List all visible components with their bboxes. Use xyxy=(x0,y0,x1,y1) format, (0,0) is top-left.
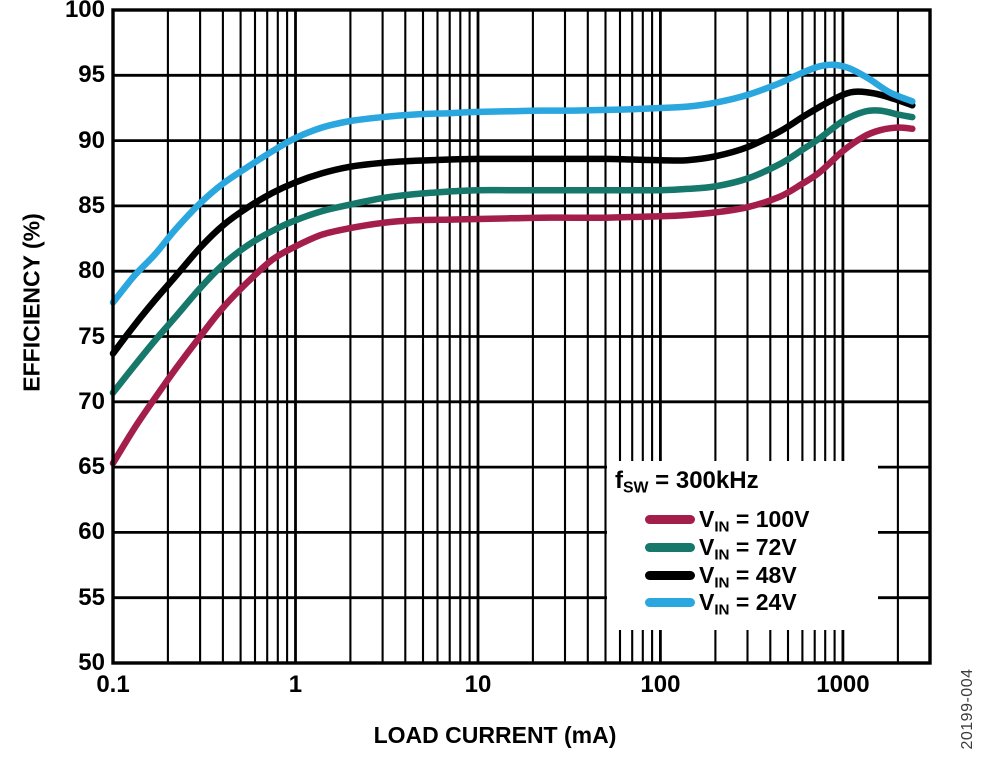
x-tick-label: 1000 xyxy=(816,671,870,698)
x-tick-label: 1 xyxy=(288,671,303,698)
legend-label-value: = 48V xyxy=(729,562,797,588)
legend-label-subscript: IN xyxy=(714,574,730,592)
y-tick-label: 85 xyxy=(78,191,105,219)
y-tick-label: 95 xyxy=(78,61,105,89)
series-vin-48v xyxy=(109,88,916,357)
legend-swatch-vin-24v xyxy=(645,598,695,607)
x-tick-label: 10 xyxy=(464,671,492,698)
figure-code: 20199-004 xyxy=(959,668,976,750)
y-tick-label: 90 xyxy=(78,126,105,154)
legend-label-symbol: V xyxy=(699,562,715,588)
legend-title-subscript: SW xyxy=(623,479,649,497)
legend-label-value: = 24V xyxy=(729,589,797,615)
y-tick-label: 75 xyxy=(78,322,105,350)
x-axis-title: LOAD CURRENT (mA) xyxy=(373,722,617,748)
legend-label-subscript: IN xyxy=(714,601,730,619)
legend-item-vin-72v: VIN = 72V xyxy=(607,533,878,563)
x-tick-label: 0.1 xyxy=(96,671,130,698)
y-axis-title: EFFICIENCY (%) xyxy=(18,213,45,392)
y-tick-label: 70 xyxy=(78,387,105,415)
legend-label-symbol: V xyxy=(699,506,715,532)
legend-label-vin-100v: VIN = 100V xyxy=(699,505,809,541)
legend-swatch-vin-48v xyxy=(645,571,695,580)
legend-item-vin-100v: VIN = 100V xyxy=(607,505,878,535)
legend-label-symbol: V xyxy=(699,589,715,615)
y-tick-label: 100 xyxy=(64,0,105,23)
legend-title-value: = 300kHz xyxy=(648,467,759,494)
y-tick-label: 50 xyxy=(78,649,105,676)
legend-label-vin-24v: VIN = 24V xyxy=(699,588,797,624)
legend-label-vin-48v: VIN = 48V xyxy=(699,561,797,597)
legend-title: fSW = 300kHz xyxy=(615,467,759,497)
legend: fSW = 300kHz VIN = 100V VIN = 72V VIN = … xyxy=(607,461,878,630)
legend-swatch-vin-72v xyxy=(645,543,695,552)
legend-label-symbol: V xyxy=(699,534,715,560)
series-vin-24v xyxy=(109,61,916,306)
y-tick-label: 80 xyxy=(78,257,105,285)
legend-title-symbol: f xyxy=(615,467,623,494)
y-tick-label: 65 xyxy=(78,453,105,481)
series-vin-72v xyxy=(109,107,916,396)
x-tick-label: 100 xyxy=(640,671,681,698)
legend-label-value: = 72V xyxy=(729,534,797,560)
y-tick-label: 55 xyxy=(78,583,105,611)
legend-item-vin-48v: VIN = 48V xyxy=(607,561,878,591)
legend-label-vin-72v: VIN = 72V xyxy=(699,533,797,569)
legend-label-subscript: IN xyxy=(714,546,730,564)
legend-label-value: = 100V xyxy=(729,506,810,532)
legend-swatch-vin-100v xyxy=(645,515,695,524)
series-vin-100v xyxy=(109,124,916,467)
legend-label-subscript: IN xyxy=(714,518,730,536)
y-tick-label: 60 xyxy=(78,518,105,546)
legend-item-vin-24v: VIN = 24V xyxy=(607,588,878,618)
plot-border xyxy=(111,8,932,665)
